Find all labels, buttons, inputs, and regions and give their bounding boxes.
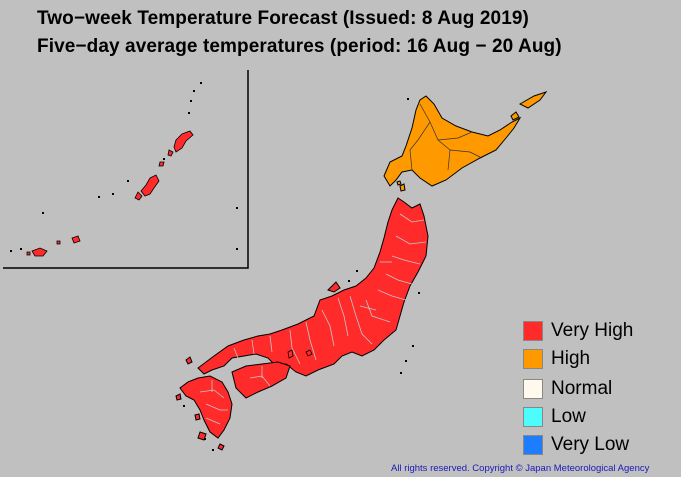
- region-hokkaido: [383, 91, 548, 192]
- copyright-notice: All rights reserved. Copyright © Japan M…: [391, 463, 650, 474]
- legend-swatch-very-low: [523, 435, 543, 455]
- legend-item-very-high: Very High: [523, 320, 633, 342]
- region-kyushu: [175, 356, 233, 451]
- legend-swatch-normal: [523, 379, 543, 399]
- legend-swatch-high: [523, 349, 543, 369]
- legend-label-normal: Normal: [551, 378, 613, 399]
- prefecture-borders: [199, 213, 427, 425]
- map-subtitle: Five−day average temperatures (period: 1…: [37, 36, 562, 57]
- small-islands: [287, 349, 313, 359]
- legend-label-low: Low: [551, 406, 586, 427]
- legend-item-high: High: [523, 348, 590, 370]
- legend-label-very-low: Very Low: [551, 434, 630, 455]
- legend-item-normal: Normal: [523, 378, 612, 400]
- legend-swatch-very-high: [523, 321, 543, 341]
- hokkaido-borders: [409, 103, 483, 171]
- legend-item-low: Low: [523, 406, 586, 428]
- map-title: Two−week Temperature Forecast (Issued: 8…: [37, 8, 529, 29]
- tiny-islets: [10, 82, 420, 451]
- legend-swatch-low: [523, 407, 543, 427]
- region-shikoku: [231, 361, 291, 399]
- inset-frame: [3, 70, 249, 269]
- region-okinawa-amami: [26, 130, 194, 257]
- legend-label-very-high: Very High: [551, 320, 634, 341]
- legend-label-high: High: [551, 348, 591, 369]
- region-honshu: [197, 197, 429, 377]
- legend-item-very-low: Very Low: [523, 434, 629, 456]
